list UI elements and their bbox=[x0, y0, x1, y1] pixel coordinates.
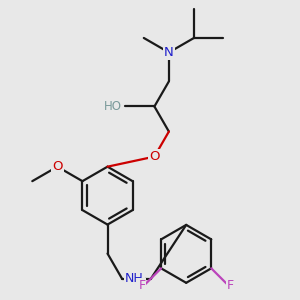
Text: F: F bbox=[227, 278, 234, 292]
Text: NH: NH bbox=[125, 272, 144, 285]
Text: F: F bbox=[138, 278, 146, 292]
Text: O: O bbox=[52, 160, 63, 173]
Text: HO: HO bbox=[104, 100, 122, 113]
Text: O: O bbox=[149, 150, 160, 163]
Text: N: N bbox=[164, 46, 174, 59]
